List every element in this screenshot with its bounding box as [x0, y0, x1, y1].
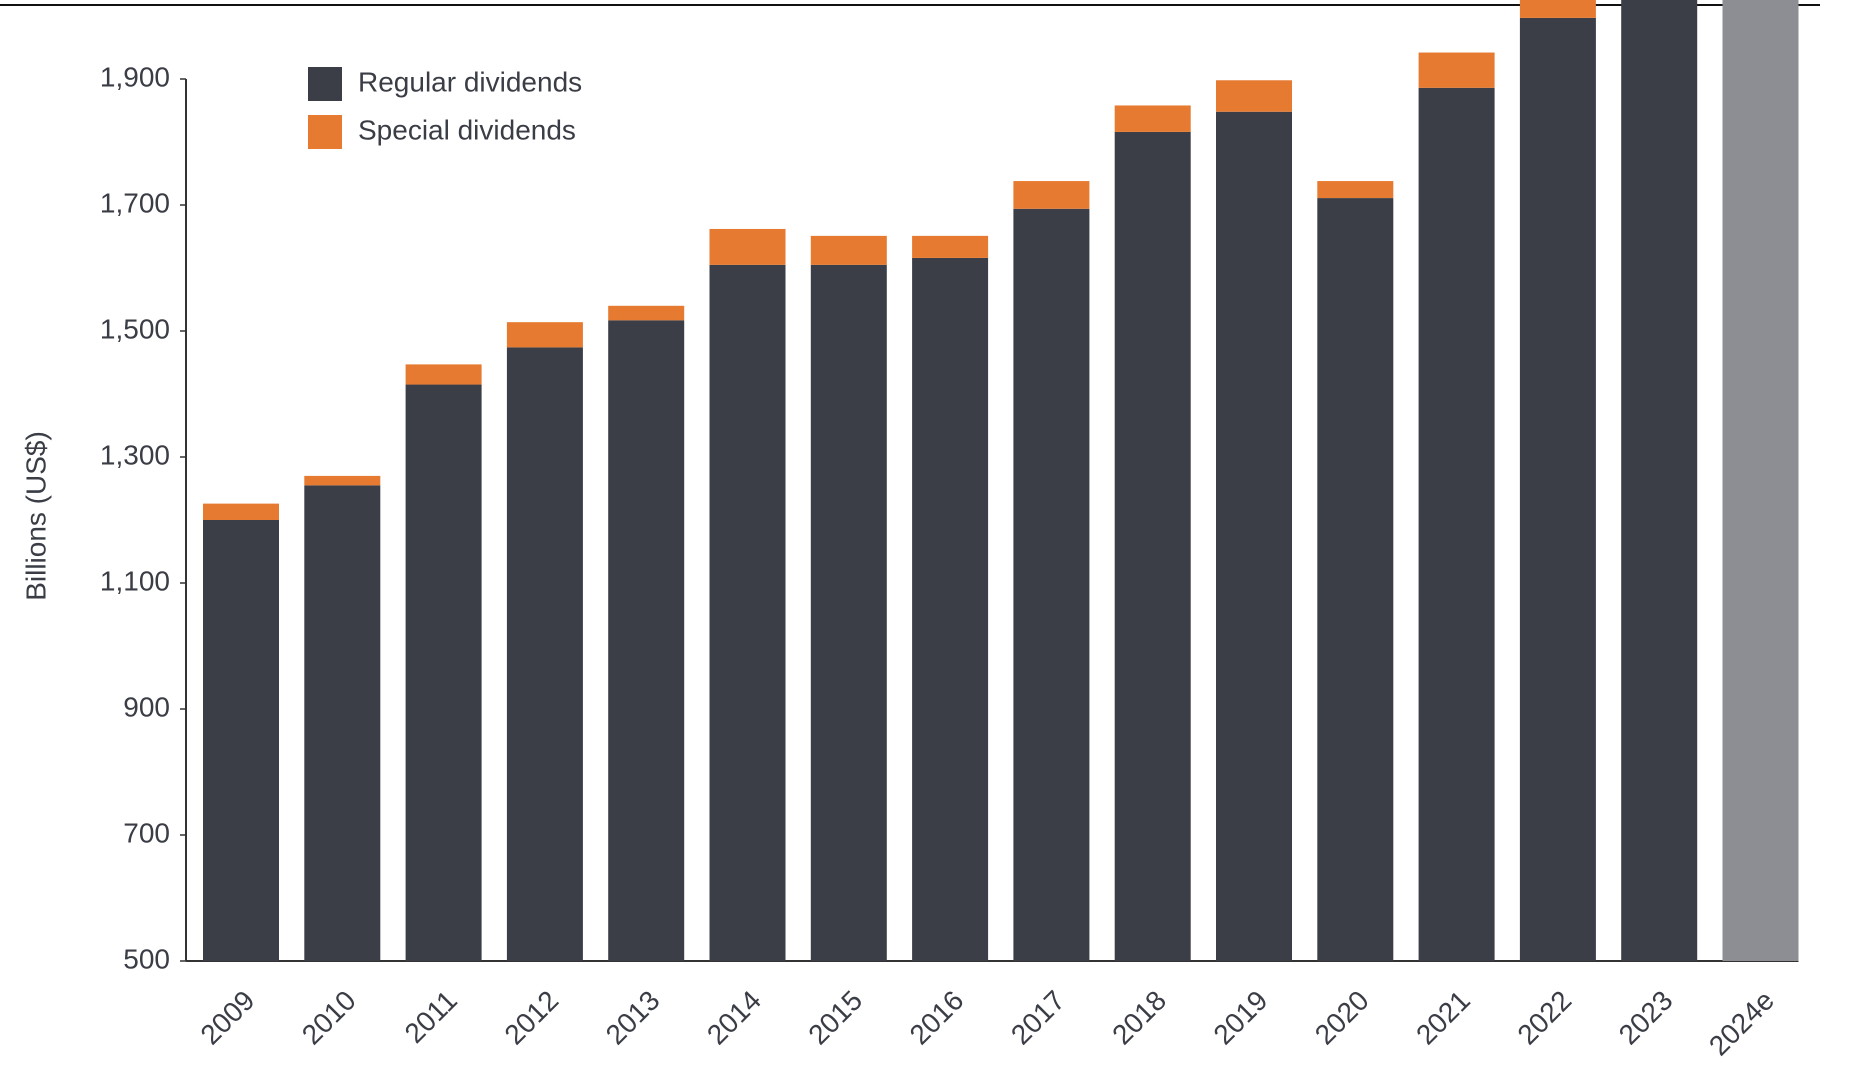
x-tick-label: 2010	[296, 985, 362, 1051]
bar-segment	[506, 347, 583, 961]
bar-segment	[709, 264, 786, 962]
bar-segment	[1013, 208, 1090, 961]
bar-segment	[304, 485, 381, 961]
bar-segment	[1317, 181, 1394, 199]
y-tick-label: 1,700	[100, 187, 170, 218]
y-axis-label: Billions (US$)	[20, 431, 51, 601]
x-tick-label: 2024e	[1703, 985, 1780, 1062]
x-tick-label: 2021	[1410, 985, 1476, 1051]
x-tick-label: 2018	[1106, 985, 1172, 1051]
y-tick-label: 1,100	[100, 565, 170, 596]
y-tick-label: 1,300	[100, 439, 170, 470]
bar-segment	[1418, 87, 1495, 961]
bar-segment	[1317, 198, 1394, 961]
bar-segment	[1216, 111, 1292, 961]
legend-label: Special dividends	[358, 114, 576, 145]
bar-segment	[1013, 181, 1090, 209]
x-tick-label: 2020	[1309, 985, 1375, 1051]
legend-label: Regular dividends	[358, 66, 582, 97]
x-tick-label: 2013	[600, 985, 666, 1051]
bar-segment	[1114, 105, 1191, 132]
y-tick-label: 500	[123, 943, 170, 974]
bar-segment	[1722, 0, 1799, 962]
legend-swatch	[308, 67, 342, 101]
bar-segment	[1216, 80, 1292, 112]
y-tick-label: 700	[123, 817, 170, 848]
bar-segment	[405, 364, 482, 385]
bar-segment	[203, 503, 279, 520]
x-tick-label: 2022	[1511, 985, 1577, 1051]
bar-segment	[608, 320, 685, 961]
x-tick-label: 2014	[701, 985, 767, 1051]
x-tick-label: 2011	[399, 985, 464, 1050]
bar-segment	[1519, 17, 1596, 961]
y-tick-label: 1,500	[100, 313, 170, 344]
bar-segment	[810, 264, 887, 962]
x-tick-label: 2012	[498, 985, 564, 1051]
x-tick-label: 2015	[802, 985, 868, 1051]
bar-segment	[1621, 0, 1698, 961]
x-tick-label: 2016	[904, 985, 970, 1051]
x-tick-label: 2019	[1207, 985, 1273, 1051]
y-tick-label: 900	[123, 691, 170, 722]
bar-segment	[810, 235, 887, 265]
bar-segment	[506, 322, 583, 348]
x-tick-label: 2023	[1613, 985, 1679, 1051]
bar-segment	[304, 475, 381, 486]
x-tick-label: 2009	[194, 985, 260, 1051]
legend-swatch	[308, 115, 342, 149]
bar-segment	[709, 228, 786, 265]
bar-segment	[405, 384, 482, 961]
bar-segment	[1418, 52, 1495, 88]
bar-segment	[912, 235, 989, 258]
bar-segment	[608, 305, 685, 321]
bar-segment	[1114, 131, 1191, 962]
bar-segment	[203, 520, 279, 961]
bar-segment	[912, 257, 989, 961]
y-tick-label: 1,900	[100, 61, 170, 92]
bar-segment	[1519, 0, 1596, 18]
x-tick-label: 2017	[1005, 985, 1071, 1051]
